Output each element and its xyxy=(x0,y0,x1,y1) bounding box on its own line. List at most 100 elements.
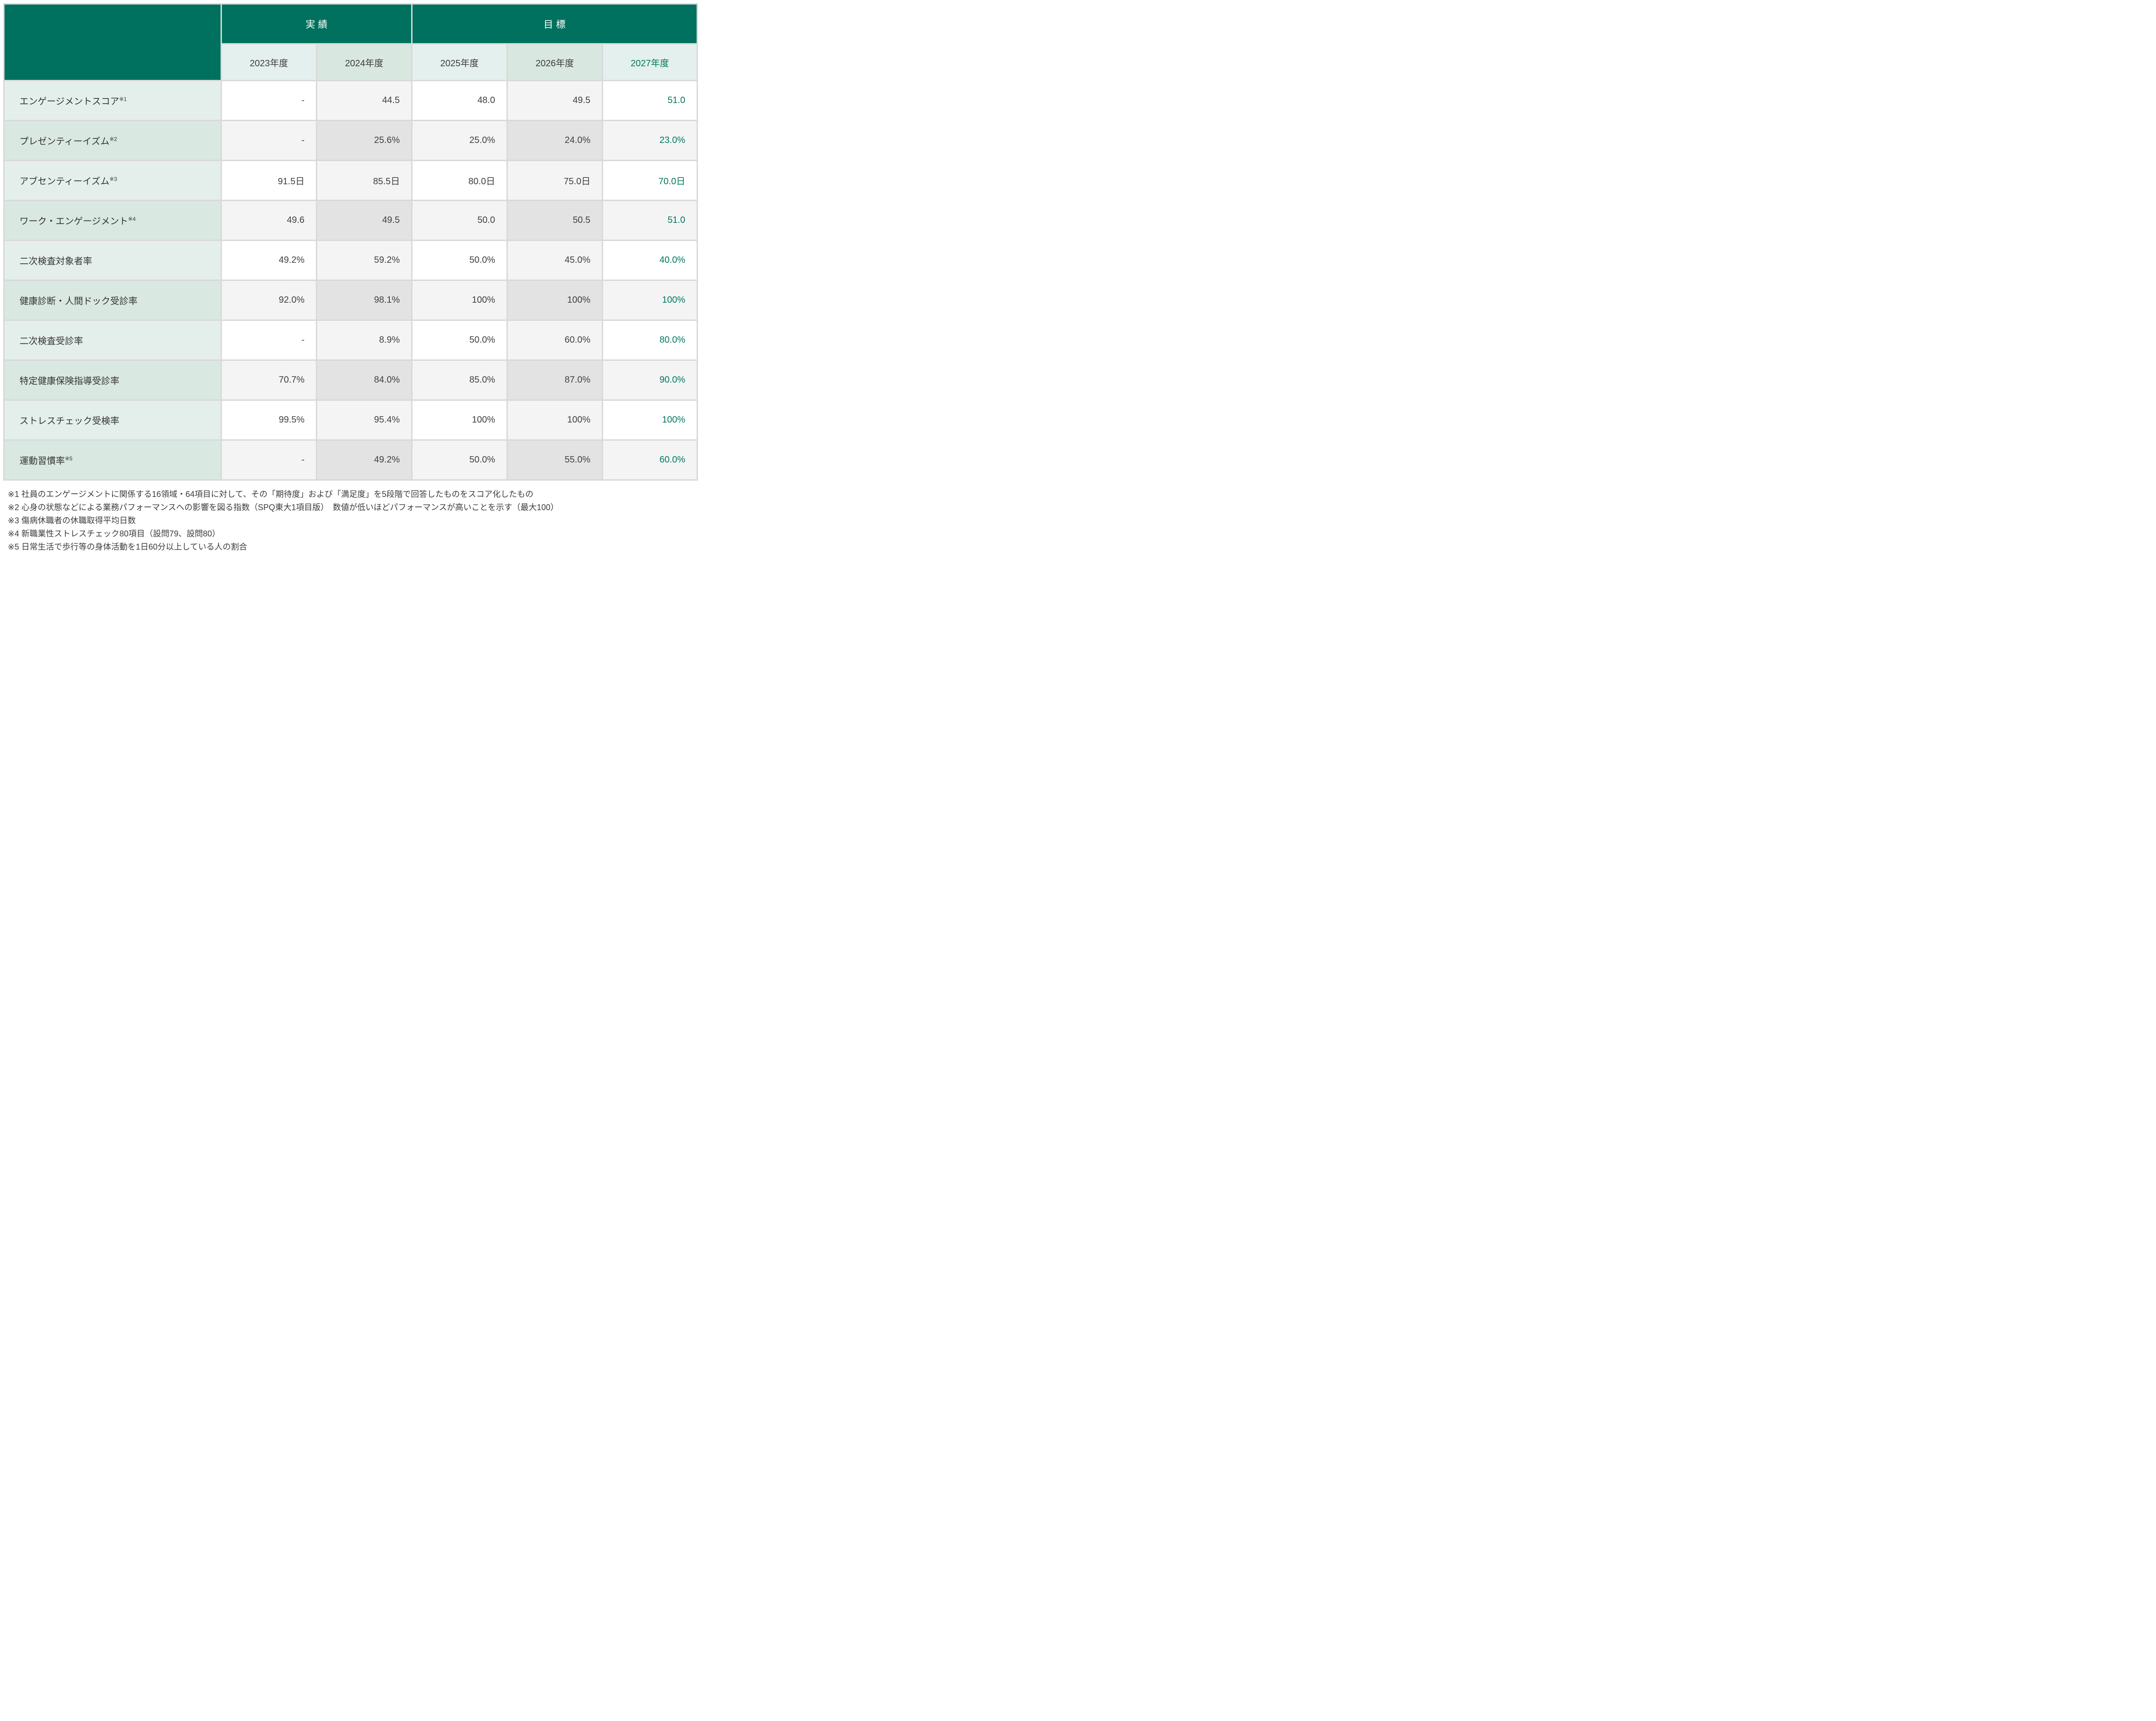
value-cell: 51.0 xyxy=(603,201,697,240)
row-label-text: 運動習慣率 xyxy=(20,456,65,466)
footnote-line: ※3 傷病休職者の休職取得平均日数 xyxy=(8,516,136,525)
group-header-row: 実績 目標 xyxy=(5,5,697,80)
value-cell: 23.0% xyxy=(603,121,697,160)
value-cell: 87.0% xyxy=(508,361,602,399)
value-cell: 91.5日 xyxy=(222,161,316,200)
value-cell: 100% xyxy=(603,281,697,320)
footnotes: ※1 社員のエンゲージメントに関係する16領域・64項目に対して、その「期待度」… xyxy=(3,488,698,554)
footnote-line: ※1 社員のエンゲージメントに関係する16領域・64項目に対して、その「期待度」… xyxy=(8,490,534,499)
row-label: 健康診断・人間ドック受診率 xyxy=(5,281,221,320)
footnote-line: ※2 心身の状態などによる業務パフォーマンスへの影響を図る指数（SPQ東大1項目… xyxy=(8,503,559,512)
row-label: 特定健康保険指導受診率 xyxy=(5,361,221,399)
table-row: 運動習慣率※5-49.2% 50.0% 55.0% 60.0% xyxy=(5,441,697,479)
row-label-footnote-ref: ※2 xyxy=(109,136,117,143)
row-label-footnote-ref: ※4 xyxy=(128,216,136,222)
value-cell: 100% xyxy=(413,401,506,439)
table-row: 二次検査対象者率 49.2% 59.2% 50.0% 45.0% 40.0% xyxy=(5,241,697,280)
row-label-text: ワーク・エンゲージメント xyxy=(20,216,128,226)
value-cell: 84.0% xyxy=(317,361,411,399)
value-cell: 50.0 xyxy=(413,201,506,240)
value-cell: 50.5 xyxy=(508,201,602,240)
value-cell: 100% xyxy=(413,281,506,320)
value-cell: - xyxy=(222,121,316,160)
table-row: ストレスチェック受検率 99.5% 95.4% 100% 100% 100% xyxy=(5,401,697,439)
row-label: 二次検査対象者率 xyxy=(5,241,221,280)
value-cell: 49.2% xyxy=(222,241,316,280)
row-label: プレゼンティーイズム※2 xyxy=(5,121,221,160)
row-label-text: 健康診断・人間ドック受診率 xyxy=(20,296,138,306)
row-label: 二次検査受診率 xyxy=(5,321,221,359)
value-cell: 85.5日 xyxy=(317,161,411,200)
table-row: アブセンティーイズム※3 91.5日 85.5日 80.0日 75.0日 70.0日 xyxy=(5,161,697,200)
corner-header xyxy=(5,5,221,80)
value-cell: 100% xyxy=(603,401,697,439)
row-label-text: アブセンティーイズム xyxy=(20,177,110,187)
row-label-text: プレゼンティーイズム xyxy=(20,137,110,147)
value-cell: 50.0% xyxy=(413,321,506,359)
value-cell: 49.5 xyxy=(508,81,602,120)
row-label: エンゲージメントスコア※1 xyxy=(5,81,221,120)
value-cell: 59.2% xyxy=(317,241,411,280)
value-cell: - xyxy=(222,81,316,120)
value-cell: 50.0% xyxy=(413,441,506,479)
footnote-line: ※5 日常生活で歩行等の身体活動を1日60分以上している人の割合 xyxy=(8,542,247,551)
table-row: 二次検査受診率 -8.9% 50.0% 60.0% 80.0% xyxy=(5,321,697,359)
value-cell: 49.2% xyxy=(317,441,411,479)
value-cell: 90.0% xyxy=(603,361,697,399)
row-label-text: エンゲージメントスコア xyxy=(20,97,119,107)
value-cell: 25.6% xyxy=(317,121,411,160)
row-label-footnote-ref: ※3 xyxy=(109,176,117,182)
value-cell: 8.9% xyxy=(317,321,411,359)
kpi-table-body: エンゲージメントスコア※1-44.5 48.0 49.5 51.0 プレゼンティーイズム… xyxy=(5,81,697,479)
table-row: 特定健康保険指導受診率 70.7% 84.0% 85.0% 87.0% 90.0% xyxy=(5,361,697,399)
row-label-text: 二次検査対象者率 xyxy=(20,256,92,266)
row-label-footnote-ref: ※1 xyxy=(119,96,127,103)
value-cell: 95.4% xyxy=(317,401,411,439)
value-cell: 44.5 xyxy=(317,81,411,120)
value-cell: 24.0% xyxy=(508,121,602,160)
value-cell: 70.0日 xyxy=(603,161,697,200)
year-header-2025: 2025年度 xyxy=(413,44,506,80)
value-cell: 49.6 xyxy=(222,201,316,240)
value-cell: - xyxy=(222,441,316,479)
page: 実績 目標 2023年度 2024年度 2025年度 2026年度 2027年度… xyxy=(0,0,701,563)
footnote-line: ※4 新職業性ストレスチェック80項目（設問79、設問80） xyxy=(8,529,221,538)
year-header-row: 2023年度 2024年度 2025年度 2026年度 2027年度 xyxy=(5,44,697,80)
kpi-table: 実績 目標 2023年度 2024年度 2025年度 2026年度 2027年度… xyxy=(3,3,698,481)
value-cell: 60.0% xyxy=(603,441,697,479)
value-cell: 48.0 xyxy=(413,81,506,120)
row-label: ワーク・エンゲージメント※4 xyxy=(5,201,221,240)
row-label-footnote-ref: ※5 xyxy=(65,455,73,462)
row-label-text: 特定健康保険指導受診率 xyxy=(20,376,119,386)
value-cell: 50.0% xyxy=(413,241,506,280)
value-cell: 60.0% xyxy=(508,321,602,359)
year-header-2026: 2026年度 xyxy=(508,44,602,80)
value-cell: 100% xyxy=(508,401,602,439)
value-cell: 51.0 xyxy=(603,81,697,120)
value-cell: 25.0% xyxy=(413,121,506,160)
value-cell: 80.0% xyxy=(603,321,697,359)
year-header-2027: 2027年度 xyxy=(603,44,697,80)
row-label-text: ストレスチェック受検率 xyxy=(20,416,119,426)
value-cell: 80.0日 xyxy=(413,161,506,200)
value-cell: 55.0% xyxy=(508,441,602,479)
value-cell: 92.0% xyxy=(222,281,316,320)
year-header-2024: 2024年度 xyxy=(317,44,411,80)
table-row: ワーク・エンゲージメント※4 49.6 49.5 50.0 50.5 51.0 xyxy=(5,201,697,240)
row-label: ストレスチェック受検率 xyxy=(5,401,221,439)
value-cell: 49.5 xyxy=(317,201,411,240)
value-cell: 40.0% xyxy=(603,241,697,280)
value-cell: 98.1% xyxy=(317,281,411,320)
table-row: 健康診断・人間ドック受診率 92.0% 98.1% 100% 100% 100% xyxy=(5,281,697,320)
group-header-actual: 実績 xyxy=(222,5,411,43)
row-label: 運動習慣率※5 xyxy=(5,441,221,479)
row-label-text: 二次検査受診率 xyxy=(20,336,83,346)
value-cell: 75.0日 xyxy=(508,161,602,200)
value-cell: - xyxy=(222,321,316,359)
row-label: アブセンティーイズム※3 xyxy=(5,161,221,200)
table-row: エンゲージメントスコア※1-44.5 48.0 49.5 51.0 xyxy=(5,81,697,120)
value-cell: 85.0% xyxy=(413,361,506,399)
value-cell: 100% xyxy=(508,281,602,320)
table-row: プレゼンティーイズム※2-25.6% 25.0% 24.0% 23.0% xyxy=(5,121,697,160)
value-cell: 45.0% xyxy=(508,241,602,280)
